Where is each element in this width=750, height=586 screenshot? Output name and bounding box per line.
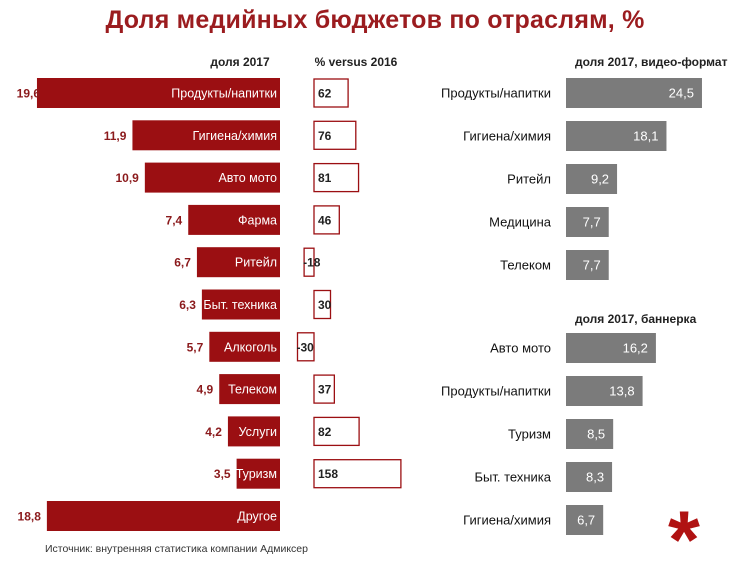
banner-value-авто-мото: 16,2 bbox=[623, 341, 648, 356]
bar-pct-услуги bbox=[313, 416, 360, 447]
value-label-pct-гигиена-химия: 76 bbox=[318, 129, 332, 143]
value-label-share-услуги: 4,2 bbox=[205, 425, 222, 439]
value-label-pct-телеком: 37 bbox=[318, 383, 332, 397]
value-label-share-алкоголь: 5,7 bbox=[187, 340, 204, 354]
value-label-pct-продукты-напитки: 62 bbox=[318, 87, 332, 101]
bar-label-гигиена-химия: Гигиена/химия bbox=[193, 129, 277, 143]
banner-category-туризм: Туризм bbox=[508, 427, 551, 442]
bar-label-услуги: Услуги bbox=[239, 425, 277, 439]
video-value-продукты-напитки: 24,5 bbox=[669, 86, 694, 101]
banner-category-авто-мото: Авто мото bbox=[490, 341, 551, 356]
bar-pct-туризм bbox=[313, 459, 402, 489]
banner-chart: доля 2017, баннерка Авто мото 16,2 Продукты… bbox=[441, 312, 697, 535]
video-bar-гигиена-химия bbox=[566, 121, 667, 151]
bar-label-продукты-напитки: Продукты/напитки bbox=[171, 87, 277, 101]
video-value-телеком: 7,7 bbox=[583, 258, 601, 273]
asterisk-logo: * bbox=[668, 495, 700, 586]
video-bar-медицина bbox=[566, 207, 609, 237]
banner-bar-туризм bbox=[566, 419, 614, 449]
bar-share-туризм bbox=[236, 458, 280, 489]
source-note: Источник: внутренняя статистика компании… bbox=[45, 543, 308, 555]
value-label-share-гигиена-химия: 11,9 bbox=[104, 129, 127, 143]
video-header: доля 2017, видео-формат bbox=[575, 55, 728, 69]
video-bar-телеком bbox=[566, 250, 609, 280]
value-label-share-фарма: 7,4 bbox=[166, 213, 183, 227]
bar-share-авто-мото bbox=[144, 162, 280, 193]
chart-canvas: доля 2017 Продукты/напитки 19,6 Гигиена/хим… bbox=[17, 55, 728, 535]
bar-share-продукты-напитки bbox=[36, 78, 281, 108]
bar-pct-продукты-напитки bbox=[313, 78, 349, 108]
banner-value-продукты-напитки: 13,8 bbox=[609, 384, 634, 399]
bar-label-телеком: Телеком bbox=[228, 383, 277, 397]
value-label-pct-фарма: 46 bbox=[318, 213, 332, 227]
value-label-share-продукты-напитки: 19,6 bbox=[17, 87, 41, 101]
value-label-pct-быт-техника: 30 bbox=[318, 298, 332, 312]
video-category-ритейл: Ритейл bbox=[507, 172, 551, 187]
bar-share-быт-техника bbox=[201, 289, 280, 320]
chart-title: Доля медийных бюджетов по отраслям, % bbox=[105, 6, 645, 34]
banner-category-гигиена-химия: Гигиена/химия bbox=[463, 513, 551, 528]
value-label-pct-алкоголь: -30 bbox=[297, 340, 315, 354]
bar-label-быт-техника: Быт. техника bbox=[203, 298, 277, 312]
banner-category-быт-техника: Быт. техника bbox=[474, 470, 551, 485]
bar-share-другое bbox=[46, 501, 280, 531]
share-2017-chart: доля 2017 Продукты/напитки 19,6 Гигиена/хим… bbox=[17, 55, 281, 531]
banner-category-продукты-напитки: Продукты/напитки bbox=[441, 384, 551, 399]
value-label-pct-туризм: 158 bbox=[318, 467, 338, 481]
pct-header: % versus 2016 bbox=[315, 55, 398, 69]
value-label-pct-услуги: 82 bbox=[318, 425, 332, 439]
bar-share-алкоголь bbox=[209, 331, 280, 362]
banner-header: доля 2017, баннерка bbox=[575, 312, 697, 326]
bar-label-туризм: Туризм bbox=[236, 467, 277, 481]
banner-value-туризм: 8,5 bbox=[587, 427, 605, 442]
value-label-pct-авто-мото: 81 bbox=[318, 171, 332, 185]
bar-share-услуги bbox=[227, 416, 280, 447]
video-bar-продукты-напитки bbox=[566, 78, 702, 108]
video-category-гигиена-химия: Гигиена/химия bbox=[463, 129, 551, 144]
bar-label-алкоголь: Алкоголь bbox=[224, 340, 277, 354]
banner-bar-быт-техника bbox=[566, 462, 613, 492]
bar-label-фарма: Фарма bbox=[238, 213, 277, 227]
banner-bar-авто-мото bbox=[566, 333, 656, 363]
value-label-share-туризм: 3,5 bbox=[214, 467, 231, 481]
bar-label-другое: Другое bbox=[237, 510, 277, 524]
bar-pct-авто-мото bbox=[313, 162, 360, 193]
pct-vs-2016-chart: % versus 2016 62 76 81 46 -18 30 -30 37 82 158 bbox=[296, 55, 402, 489]
video-value-гигиена-химия: 18,1 bbox=[633, 129, 658, 144]
value-label-share-телеком: 4,9 bbox=[197, 383, 214, 397]
bar-share-фарма bbox=[188, 204, 280, 235]
bar-label-ритейл: Ритейл bbox=[235, 256, 277, 270]
value-label-share-авто-мото: 10,9 bbox=[115, 171, 139, 185]
banner-bar-гигиена-химия bbox=[566, 505, 604, 535]
bar-pct-телеком bbox=[313, 374, 336, 404]
bar-pct-гигиена-химия bbox=[313, 120, 357, 150]
banner-value-гигиена-химия: 6,7 bbox=[577, 513, 595, 528]
value-label-share-другое: 18,8 bbox=[18, 510, 42, 524]
video-bar-ритейл bbox=[566, 164, 618, 194]
video-value-ритейл: 9,2 bbox=[591, 172, 609, 187]
banner-bar-продукты-напитки bbox=[566, 376, 643, 406]
bar-pct-быт-техника bbox=[313, 289, 332, 320]
banner-value-быт-техника: 8,3 bbox=[586, 470, 604, 485]
bar-share-гигиена-химия bbox=[132, 120, 280, 151]
bar-share-телеком bbox=[219, 374, 280, 405]
bar-pct-ритейл bbox=[303, 247, 315, 277]
bar-pct-фарма bbox=[313, 205, 340, 235]
bar-share-ритейл bbox=[196, 247, 280, 278]
video-format-chart: доля 2017, видео-формат Продукты/напитки 2… bbox=[441, 55, 728, 280]
share-2017-header: доля 2017 bbox=[210, 55, 270, 69]
video-category-медицина: Медицина bbox=[489, 215, 552, 230]
video-category-продукты-напитки: Продукты/напитки bbox=[441, 86, 551, 101]
bar-label-авто-мото: Авто мото bbox=[218, 171, 277, 185]
bar-pct-алкоголь bbox=[296, 332, 315, 362]
value-label-pct-ритейл: -18 bbox=[303, 256, 321, 270]
value-label-share-быт-техника: 6,3 bbox=[179, 298, 196, 312]
video-value-медицина: 7,7 bbox=[583, 215, 601, 230]
value-label-share-ритейл: 6,7 bbox=[174, 256, 191, 270]
video-category-телеком: Телеком bbox=[500, 258, 551, 273]
